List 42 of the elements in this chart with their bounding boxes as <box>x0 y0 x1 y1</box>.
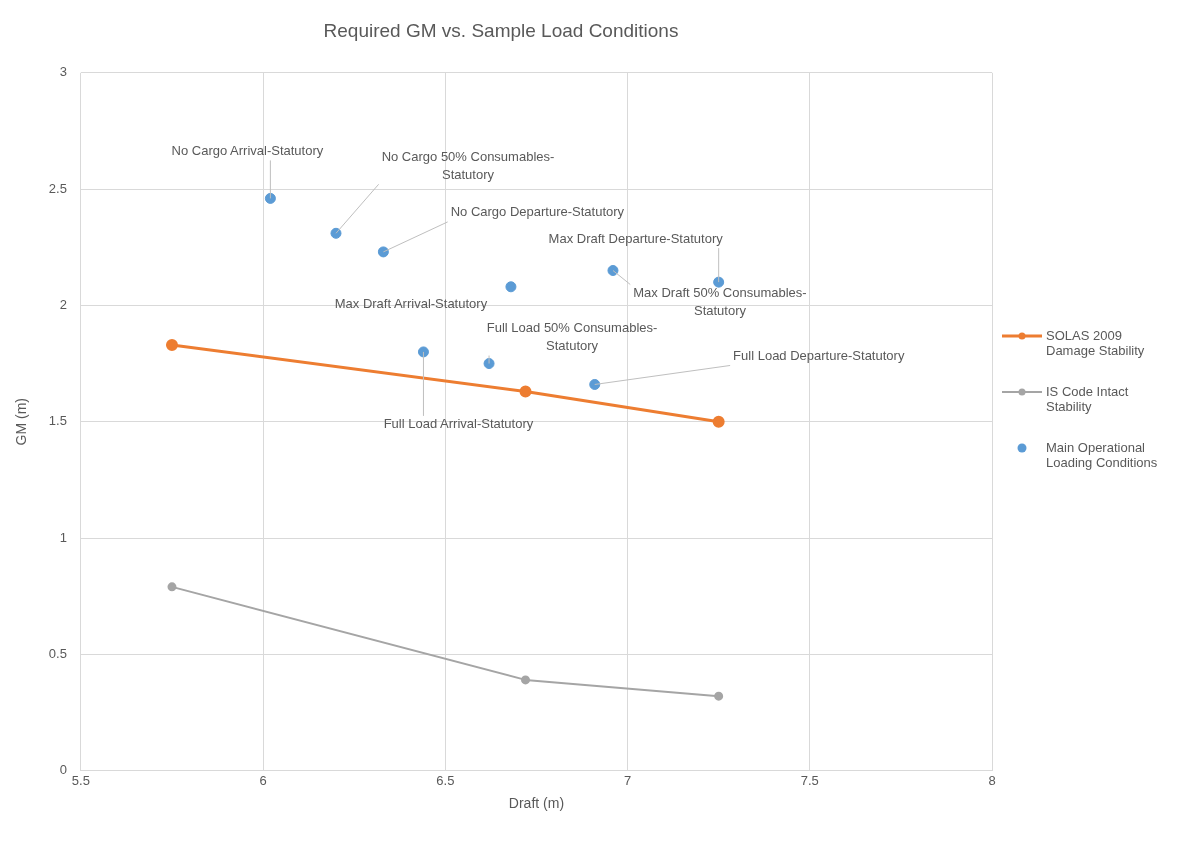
y-tick-label: 2.5 <box>48 180 67 196</box>
point <box>589 378 601 390</box>
annotation: Max Draft Departure-Statutory <box>548 230 724 246</box>
legend-label: IS Code Intact Stability <box>1046 384 1130 414</box>
x-tick-label: 7 <box>623 772 632 788</box>
x-tick-label: 6 <box>259 772 267 788</box>
annotation: Full Load 50% Consumables-Statutory <box>486 320 658 354</box>
point <box>607 265 619 277</box>
y-axis-title: GM (m) <box>13 397 30 446</box>
x-axis-title: Draft (m) <box>508 795 565 812</box>
point <box>714 691 724 701</box>
y-tick-label: 2 <box>59 296 67 312</box>
y-tick-label: 0.5 <box>48 645 67 661</box>
annotation: Max Draft 50% Consumables-Statutory <box>633 285 807 319</box>
x-tick-label: 7.5 <box>800 772 819 788</box>
point <box>377 246 389 258</box>
y-tick-label: 3 <box>59 64 67 80</box>
point <box>521 675 530 685</box>
legend-label: Main Operational Loading Conditions <box>1046 440 1159 470</box>
y-tick-label: 1 <box>59 529 67 545</box>
point <box>519 385 532 398</box>
chart-title: Required GM vs. Sample Load Conditions <box>323 19 679 41</box>
point <box>330 227 342 239</box>
annotation: No Cargo 50% Consumables-Statutory <box>381 148 555 182</box>
point <box>165 338 178 351</box>
point <box>712 415 725 428</box>
annotation: Full Load Departure-Statutory <box>733 348 905 364</box>
x-tick-label: 8 <box>988 772 996 788</box>
point <box>417 346 429 358</box>
x-tick-label: 5.5 <box>71 772 90 788</box>
y-tick-label: 1.5 <box>48 413 67 429</box>
point <box>505 281 517 293</box>
annotation: No Cargo Departure-Statutory <box>450 204 625 220</box>
point <box>264 192 276 204</box>
annotation: Max Draft Arrival-Statutory <box>334 296 488 312</box>
annotation: Full Load Arrival-Statutory <box>383 416 534 432</box>
y-tick-label: 0 <box>59 762 67 778</box>
legend-label: SOLAS 2009 Damage Stability <box>1046 328 1146 358</box>
x-tick-label: 6.5 <box>436 772 455 788</box>
annotation: No Cargo Arrival-Statutory <box>171 142 324 158</box>
point <box>713 276 725 288</box>
point <box>167 582 177 592</box>
